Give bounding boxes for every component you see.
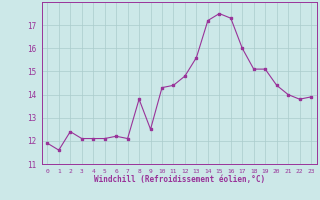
X-axis label: Windchill (Refroidissement éolien,°C): Windchill (Refroidissement éolien,°C) (94, 175, 265, 184)
